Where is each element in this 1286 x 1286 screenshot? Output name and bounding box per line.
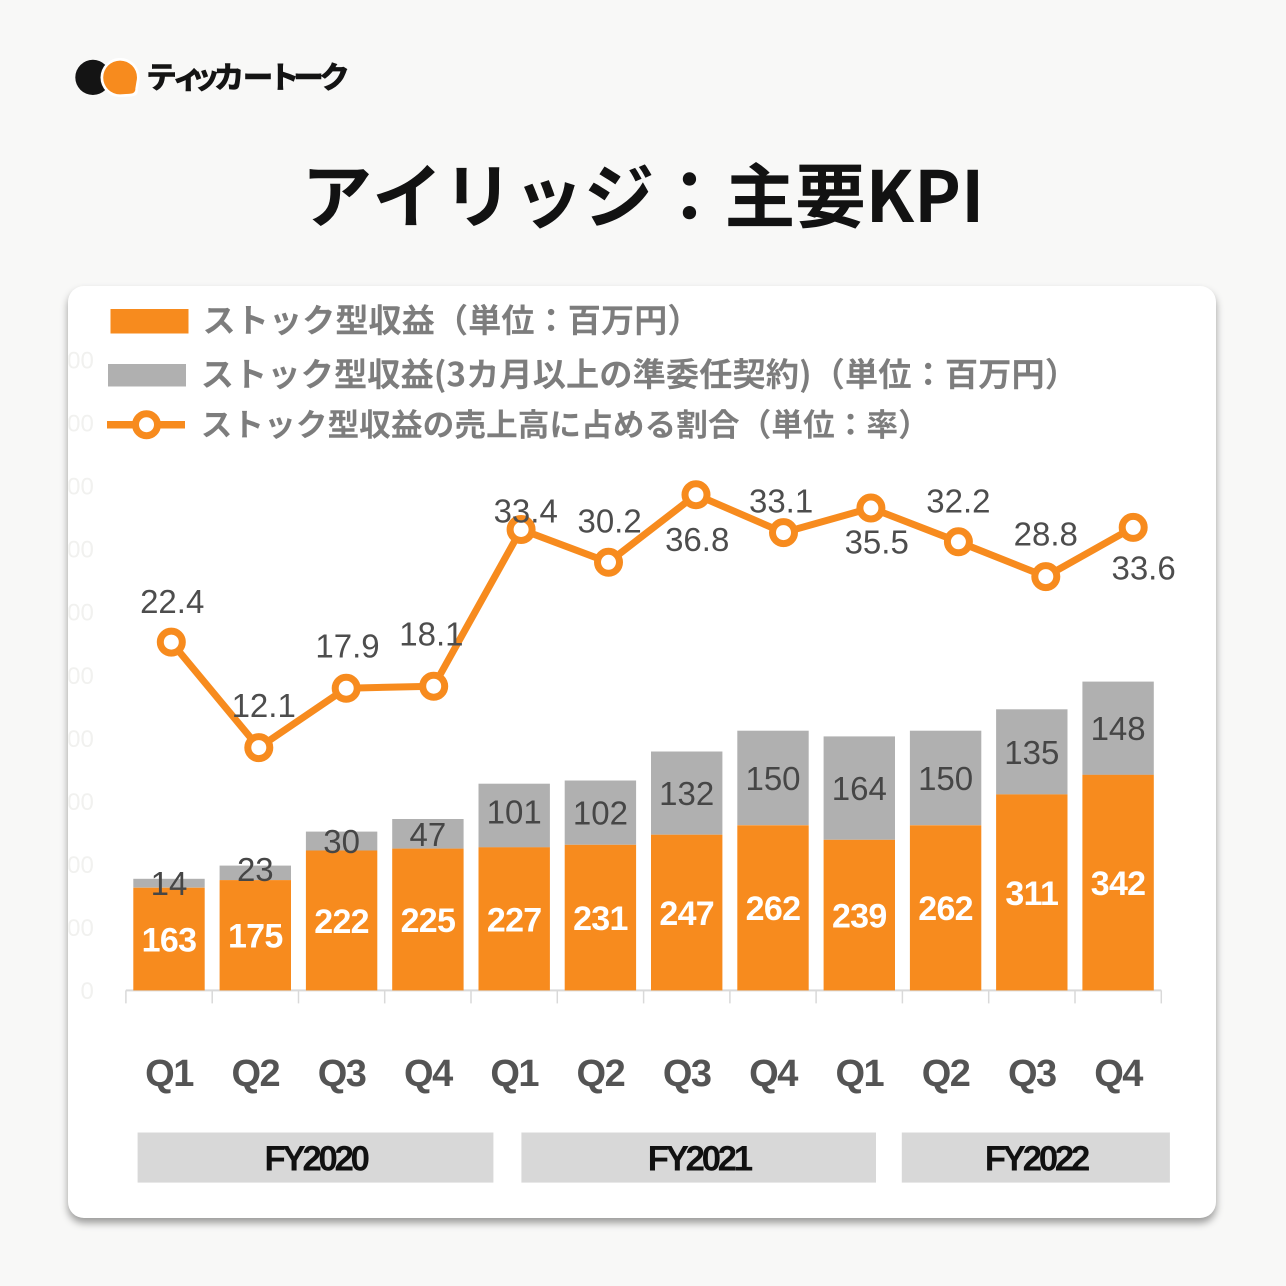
svg-text:0: 0 bbox=[80, 978, 93, 1005]
svg-text:30: 30 bbox=[323, 823, 360, 860]
svg-text:22.4: 22.4 bbox=[140, 583, 204, 620]
svg-text:102: 102 bbox=[573, 795, 628, 832]
svg-text:23: 23 bbox=[237, 851, 274, 888]
svg-text:14: 14 bbox=[151, 865, 188, 902]
svg-text:Q4: Q4 bbox=[1094, 1053, 1143, 1095]
svg-text:Q1: Q1 bbox=[490, 1053, 539, 1095]
svg-text:700: 700 bbox=[54, 537, 94, 564]
svg-text:164: 164 bbox=[832, 770, 887, 807]
svg-text:100: 100 bbox=[54, 915, 94, 942]
svg-text:1000: 1000 bbox=[40, 348, 93, 375]
svg-text:FY2021: FY2021 bbox=[648, 1139, 753, 1178]
svg-text:33.4: 33.4 bbox=[494, 493, 558, 530]
svg-text:Q1: Q1 bbox=[835, 1053, 884, 1095]
svg-text:33.1: 33.1 bbox=[749, 483, 813, 520]
svg-text:17.9: 17.9 bbox=[315, 628, 379, 665]
svg-text:400: 400 bbox=[54, 726, 94, 753]
svg-text:200: 200 bbox=[54, 852, 94, 879]
svg-text:Q3: Q3 bbox=[318, 1053, 366, 1095]
svg-text:227: 227 bbox=[487, 901, 542, 939]
svg-text:FY2020: FY2020 bbox=[264, 1139, 369, 1178]
svg-text:342: 342 bbox=[1091, 865, 1146, 903]
svg-text:239: 239 bbox=[832, 898, 887, 936]
svg-text:500: 500 bbox=[54, 663, 94, 690]
svg-text:262: 262 bbox=[746, 890, 801, 928]
svg-text:18.1: 18.1 bbox=[399, 616, 463, 653]
svg-text:247: 247 bbox=[659, 895, 714, 933]
svg-text:Q2: Q2 bbox=[231, 1053, 279, 1095]
svg-text:12.1: 12.1 bbox=[232, 687, 296, 724]
svg-text:600: 600 bbox=[54, 600, 94, 627]
svg-text:222: 222 bbox=[314, 903, 369, 941]
svg-text:150: 150 bbox=[918, 760, 973, 797]
svg-text:FY2022: FY2022 bbox=[985, 1139, 1090, 1178]
svg-text:33.6: 33.6 bbox=[1111, 550, 1175, 587]
svg-text:311: 311 bbox=[1005, 875, 1058, 913]
svg-text:30.2: 30.2 bbox=[577, 503, 641, 540]
svg-text:Q4: Q4 bbox=[749, 1053, 798, 1095]
svg-text:900: 900 bbox=[54, 411, 94, 438]
svg-text:35.5: 35.5 bbox=[845, 524, 909, 561]
svg-text:262: 262 bbox=[918, 890, 973, 928]
svg-text:32.2: 32.2 bbox=[926, 483, 990, 520]
svg-text:47: 47 bbox=[410, 816, 447, 853]
svg-text:175: 175 bbox=[228, 918, 283, 956]
svg-text:Q4: Q4 bbox=[404, 1053, 453, 1095]
svg-text:300: 300 bbox=[54, 789, 94, 816]
svg-text:800: 800 bbox=[54, 474, 94, 501]
svg-text:150: 150 bbox=[745, 760, 800, 797]
svg-text:28.8: 28.8 bbox=[1014, 515, 1078, 552]
svg-text:225: 225 bbox=[401, 902, 456, 940]
svg-text:36.8: 36.8 bbox=[665, 521, 729, 558]
svg-text:163: 163 bbox=[142, 921, 197, 959]
svg-text:101: 101 bbox=[487, 794, 542, 831]
svg-text:Q2: Q2 bbox=[922, 1053, 970, 1095]
svg-text:132: 132 bbox=[659, 775, 714, 812]
svg-text:135: 135 bbox=[1004, 734, 1059, 771]
svg-text:Q3: Q3 bbox=[663, 1053, 711, 1095]
svg-text:231: 231 bbox=[573, 900, 628, 938]
svg-text:Q1: Q1 bbox=[145, 1053, 194, 1095]
svg-text:Q2: Q2 bbox=[577, 1053, 625, 1095]
svg-text:Q3: Q3 bbox=[1008, 1053, 1056, 1095]
svg-text:148: 148 bbox=[1091, 710, 1146, 747]
